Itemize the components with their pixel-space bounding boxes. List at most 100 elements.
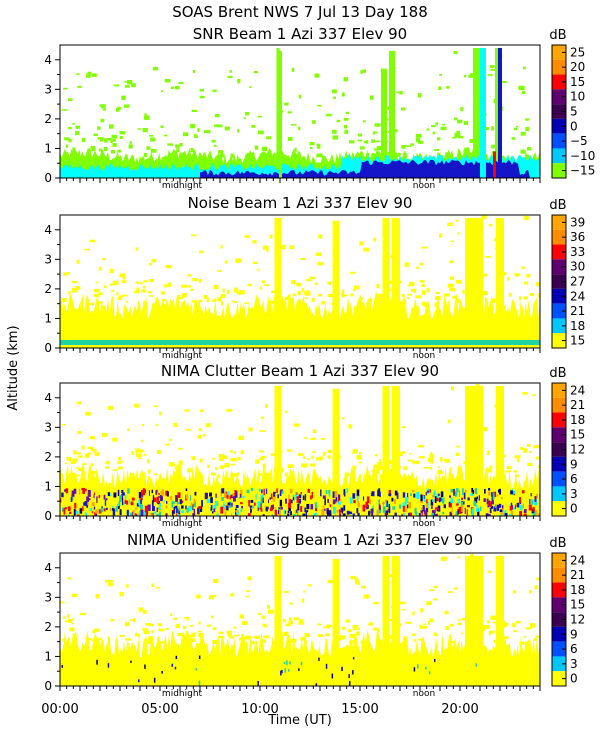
- panel-title: SNR Beam 1 Azi 337 Elev 90: [193, 25, 407, 43]
- clutter-speckle: [501, 496, 503, 500]
- clutter-speckle: [485, 513, 489, 516]
- clutter-speckle: [86, 496, 90, 502]
- echo-speckle: [248, 427, 253, 432]
- echo-speckle: [395, 152, 401, 157]
- echo-speckle: [452, 136, 457, 139]
- clutter-speckle: [287, 510, 290, 514]
- echo-speckle: [245, 112, 250, 116]
- echo-speckle: [91, 463, 94, 467]
- clutter-speckle: [283, 509, 285, 515]
- clutter-speckle: [464, 489, 467, 493]
- clutter-speckle: [488, 502, 491, 506]
- clutter-speckle: [235, 505, 239, 509]
- clutter-speckle: [534, 496, 537, 502]
- echo-speckle: [314, 73, 320, 78]
- clutter-speckle: [343, 505, 346, 511]
- echo-speckle: [352, 449, 358, 454]
- echo-speckle: [285, 623, 291, 627]
- echo-speckle: [185, 285, 192, 288]
- clutter-speckle: [488, 514, 491, 516]
- clutter-speckle: [176, 507, 178, 514]
- echo-speckle: [357, 139, 363, 142]
- echo-speckle: [105, 461, 109, 465]
- clutter-speckle: [287, 513, 290, 516]
- clutter-speckle: [268, 499, 270, 504]
- clutter-speckle: [270, 493, 273, 500]
- echo-speckle: [483, 426, 488, 432]
- echo-speckle: [284, 472, 288, 477]
- colorbar-segment: [552, 133, 566, 149]
- clutter-speckle: [135, 507, 138, 510]
- clutter-speckle: [466, 509, 468, 516]
- clutter-speckle: [105, 507, 108, 510]
- clutter-speckle: [269, 497, 271, 500]
- clutter-speckle: [356, 508, 359, 514]
- echo-speckle: [489, 465, 493, 469]
- clutter-speckle: [407, 493, 409, 500]
- clutter-speckle: [386, 500, 388, 507]
- echo-speckle: [128, 144, 133, 149]
- echo-speckle: [197, 128, 200, 132]
- echo-speckle: [489, 630, 495, 634]
- echo-speckle: [457, 556, 461, 559]
- clutter-speckle: [409, 512, 413, 516]
- echo-speckle: [325, 633, 330, 637]
- echo-speckle: [515, 125, 519, 128]
- clutter-speckle: [328, 492, 331, 497]
- clutter-speckle: [126, 509, 129, 516]
- noise-band: [60, 340, 540, 346]
- echo-speckle: [154, 405, 159, 408]
- echo-speckle: [303, 456, 306, 460]
- echo-speckle: [64, 137, 70, 141]
- panel-4: NIMA Unidentified Sig Beam 1 Azi 337 Ele…: [44, 531, 585, 699]
- clutter-speckle: [118, 501, 121, 507]
- clutter-speckle: [172, 511, 174, 516]
- echo-speckle: [452, 295, 458, 299]
- clutter-speckle: [139, 510, 142, 516]
- clutter-speckle: [402, 505, 405, 512]
- echo-speckle: [280, 244, 286, 250]
- clutter-speckle: [290, 499, 293, 504]
- colorbar-segment: [552, 274, 566, 289]
- echo-speckle: [113, 135, 118, 139]
- clutter-speckle: [181, 510, 185, 513]
- echo-speckle: [463, 120, 468, 125]
- clutter-speckle: [79, 508, 83, 514]
- clutter-speckle: [341, 508, 343, 514]
- echo-speckle: [257, 115, 262, 118]
- echo-speckle: [336, 119, 341, 123]
- echo-speckle: [207, 464, 210, 469]
- echo-speckle: [428, 457, 434, 462]
- echo-speckle: [119, 273, 126, 278]
- clutter-speckle: [75, 511, 79, 515]
- echo-speckle: [394, 129, 398, 133]
- clutter-speckle: [181, 505, 184, 509]
- echo-speckle: [443, 458, 450, 462]
- echo-speckle: [141, 424, 145, 427]
- echo-speckle: [178, 295, 181, 300]
- echo-speckle: [199, 250, 204, 254]
- echo-speckle: [258, 473, 262, 477]
- echo-speckle: [400, 451, 406, 454]
- echo-speckle: [133, 618, 136, 623]
- echo-speckle: [444, 610, 449, 615]
- echo-speckle: [191, 300, 198, 303]
- clutter-speckle: [151, 500, 154, 507]
- echo-speckle: [117, 149, 121, 153]
- clutter-speckle: [235, 509, 239, 513]
- clutter-speckle: [489, 507, 492, 513]
- clutter-speckle: [87, 490, 91, 497]
- clutter-speckle: [509, 506, 512, 511]
- echo-speckle: [119, 591, 125, 597]
- clutter-speckle: [313, 513, 316, 516]
- echo-speckle: [218, 635, 223, 639]
- clutter-speckle: [104, 499, 107, 506]
- clutter-speckle: [471, 488, 474, 493]
- echo-speckle: [199, 95, 205, 99]
- clutter-speckle: [304, 507, 307, 513]
- echo-speckle: [407, 459, 413, 462]
- clutter-speckle: [363, 504, 365, 508]
- clutter-speckle: [382, 506, 386, 513]
- colorbar-tick-label: 15: [570, 428, 585, 442]
- clutter-speckle: [478, 495, 480, 501]
